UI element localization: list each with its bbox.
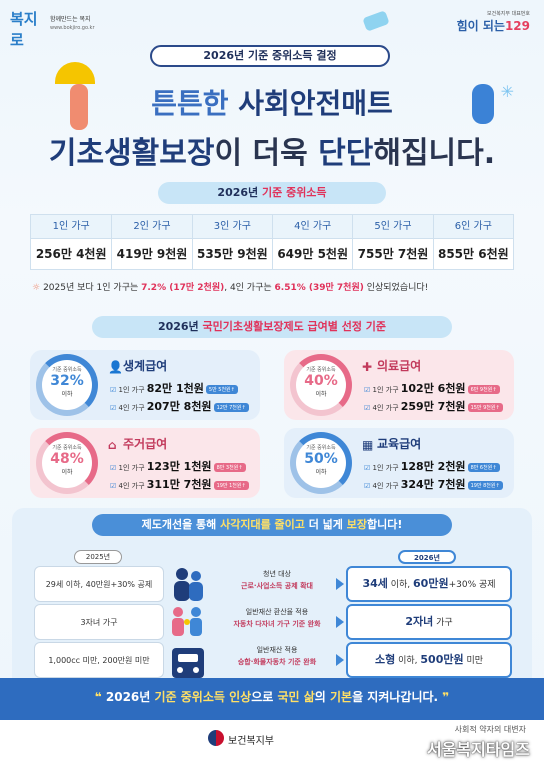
- check-icon: ☑: [364, 464, 371, 472]
- watermark-brand: 서울복지타임즈: [426, 740, 530, 759]
- check-icon: ☑: [364, 482, 371, 490]
- percent-ring: 기준 중위소득 48% 이하: [36, 432, 98, 494]
- lightbulb-icon: ☼: [32, 283, 41, 293]
- change-youth: 청년 대상 근로·사업소득 공제 확대: [168, 562, 344, 606]
- sparkle-icon: ✳: [500, 82, 514, 101]
- income-col-6: 6인 가구 855만 6천원: [432, 215, 513, 270]
- school-icon: ▦: [362, 438, 374, 452]
- ministry-name: 보건복지부: [228, 736, 274, 747]
- card-title: 👤생계급여: [108, 359, 168, 374]
- footer-slogan: ❝ 2026년 기준 중위소득 인상으로 국민 삶의 기본을 지켜나갑니다. ❞: [94, 690, 450, 704]
- housing-benefit-card: 기준 중위소득 48% 이하 ⌂ 주거급여 ☑ 1인 가구 123만 1천원 8만 …: [30, 428, 260, 498]
- watermark-caption: 사회적 약자의 대변자: [454, 725, 526, 734]
- check-icon: ☑: [110, 464, 117, 472]
- house-icon: ⌂: [108, 438, 117, 452]
- footer-bottom: [0, 720, 544, 761]
- card-row-1person: ☑ 1인 가구 102만 6천원 6만 9천원↑: [364, 380, 500, 396]
- increase-badge: 19만 1천원↑: [213, 481, 249, 490]
- family-icon: [172, 607, 202, 636]
- card-row-4person: ☑ 4인 가구 259만 7천원 15만 9천원↑: [364, 398, 503, 414]
- after-vehicle: 소형 이하, 500만원 미만: [346, 642, 512, 678]
- increase-badge: 6만 9천원↑: [467, 385, 500, 394]
- footer-band: [0, 678, 544, 720]
- income-col-4: 4인 가구 649만 5천원: [272, 215, 353, 270]
- umbrella-icon: [55, 62, 95, 84]
- check-icon: ☑: [110, 482, 117, 490]
- hotline-text: 힘이 되는129: [456, 19, 530, 33]
- increase-badge: 19만 8천원↑: [467, 481, 503, 490]
- card-row-4person: ☑ 4인 가구 207만 8천원 12만 7천원↑: [110, 398, 249, 414]
- before-vehicle: 1,000cc 미만, 200만원 미만: [34, 642, 164, 678]
- child-illustration-icon: [472, 84, 494, 124]
- bokjiro-url: www.bokjiro.go.kr: [50, 25, 95, 31]
- kite-icon: [362, 10, 390, 32]
- card-title: ✚ 의료급여: [362, 359, 422, 374]
- increase-badge: 5만 5천원↑: [205, 385, 238, 394]
- before-multichild: 3자녀 가구: [34, 604, 164, 640]
- arrow-right-icon: [336, 654, 344, 666]
- after-multichild: 2자녀 가구: [346, 604, 512, 640]
- income-col-5: 5인 가구 755만 7천원: [352, 215, 433, 270]
- person-icon: 👤: [108, 360, 123, 374]
- check-icon: ☑: [110, 404, 117, 412]
- arrow-right-icon: [336, 616, 344, 628]
- income-col-1: 1인 가구 256만 4천원: [31, 215, 112, 270]
- change-vehicle: 일반재산 적용 승합·화물자동차 기준 완화: [168, 638, 344, 682]
- person-illustration-icon: [70, 84, 88, 130]
- card-title: ⌂ 주거급여: [108, 437, 168, 452]
- card-row-1person: ☑ 1인 가구 128만 2천원 8만 6천원↑: [364, 458, 500, 474]
- percent-ring: 기준 중위소득 50% 이하: [290, 432, 352, 494]
- change-multichild: 일반재산 환산율 적용 자동차 다자녀 가구 기준 완화: [168, 600, 344, 644]
- income-col-2: 2인 가구 419만 9천원: [111, 215, 192, 270]
- bokjiro-mark: 복지로: [10, 10, 38, 49]
- page-title-pill: 2026년 기준 중위소득 결정: [150, 45, 390, 67]
- bokjiro-slogan: 함께만드는 복지: [50, 16, 91, 23]
- increase-badge: 8만 6천원↑: [467, 463, 500, 472]
- hotline-caption: 보건복지부 대표번호: [487, 11, 530, 17]
- headline-line2: 기초생활보장이 더욱 단단해집니다.: [48, 136, 496, 171]
- medical-cross-icon: ✚: [362, 360, 373, 374]
- year-2025-tag: 2025년: [74, 550, 122, 564]
- car-icon: [172, 648, 204, 678]
- median-income-section-title: 2026년 기준 중위소득: [158, 182, 386, 204]
- medical-benefit-card: 기준 중위소득 40% 이하 ✚ 의료급여 ☑ 1인 가구 102만 6천원 6만 …: [284, 350, 514, 420]
- percent-ring: 기준 중위소득 32% 이하: [36, 354, 98, 416]
- increase-badge: 12만 7천원↑: [213, 403, 249, 412]
- card-row-4person: ☑ 4인 가구 324만 7천원 19만 8천원↑: [364, 476, 503, 492]
- youth-icon: [174, 568, 203, 601]
- year-2026-tag: 2026년: [398, 550, 456, 564]
- check-icon: ☑: [364, 404, 371, 412]
- card-row-1person: ☑ 1인 가구 123만 1천원 8만 3천원↑: [110, 458, 246, 474]
- taegeuk-icon: [208, 730, 224, 746]
- after-youth: 34세 이하, 60만원+30% 공제: [346, 566, 512, 602]
- living-benefit-card: 기준 중위소득 32% 이하 👤생계급여 ☑ 1인 가구 82만 1천원 5만 5…: [30, 350, 260, 420]
- increase-badge: 8만 3천원↑: [213, 463, 246, 472]
- income-increase-note: ☼ 2025년 보다 1인 가구는 7.2% (17만 2천원), 4인 가구는 …: [32, 283, 429, 293]
- card-row-1person: ☑ 1인 가구 82만 1천원 5만 5천원↑: [110, 380, 238, 396]
- hotline-logo[interactable]: 보건복지부 대표번호 힘이 되는129: [450, 10, 530, 40]
- card-title: ▦ 교육급여: [362, 437, 422, 452]
- income-col-3: 3인 가구 535만 9천원: [191, 215, 272, 270]
- before-youth: 29세 이하, 40만원+30% 공제: [34, 566, 164, 602]
- median-income-table: 1인 가구 256만 4천원 2인 가구 419만 9천원 3인 가구 535만 9천…: [30, 214, 514, 270]
- improvements-section-title: 제도개선을 통해 사각지대를 줄이고 더 넓게 보장합니다!: [92, 514, 452, 536]
- arrow-right-icon: [336, 578, 344, 590]
- benefit-criteria-section-title: 2026년 국민기초생활보장제도 급여별 선정 기준: [92, 316, 452, 338]
- card-row-4person: ☑ 4인 가구 311만 7천원 19만 1천원↑: [110, 476, 249, 492]
- increase-badge: 15만 9천원↑: [467, 403, 503, 412]
- check-icon: ☑: [364, 386, 371, 394]
- bokjiro-logo[interactable]: 복지로 함께만드는 복지 www.bokjiro.go.kr: [10, 6, 120, 49]
- check-icon: ☑: [110, 386, 117, 394]
- headline-line1: 튼튼한 사회안전매트: [151, 87, 393, 120]
- percent-ring: 기준 중위소득 40% 이하: [290, 354, 352, 416]
- education-benefit-card: 기준 중위소득 50% 이하 ▦ 교육급여 ☑ 1인 가구 128만 2천원 8만 …: [284, 428, 514, 498]
